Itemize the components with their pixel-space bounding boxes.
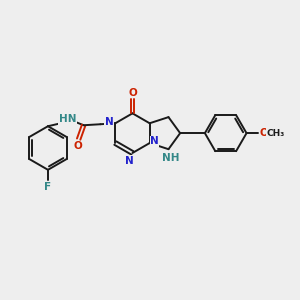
Text: O: O (73, 141, 82, 151)
Text: CH₃: CH₃ (266, 129, 284, 138)
Text: NH: NH (162, 153, 179, 163)
Text: N: N (150, 136, 159, 146)
Text: HN: HN (59, 114, 76, 124)
Text: N: N (125, 156, 134, 166)
Text: F: F (44, 182, 52, 192)
Text: O: O (260, 128, 269, 138)
Text: N: N (105, 117, 114, 127)
Text: O: O (128, 88, 137, 98)
